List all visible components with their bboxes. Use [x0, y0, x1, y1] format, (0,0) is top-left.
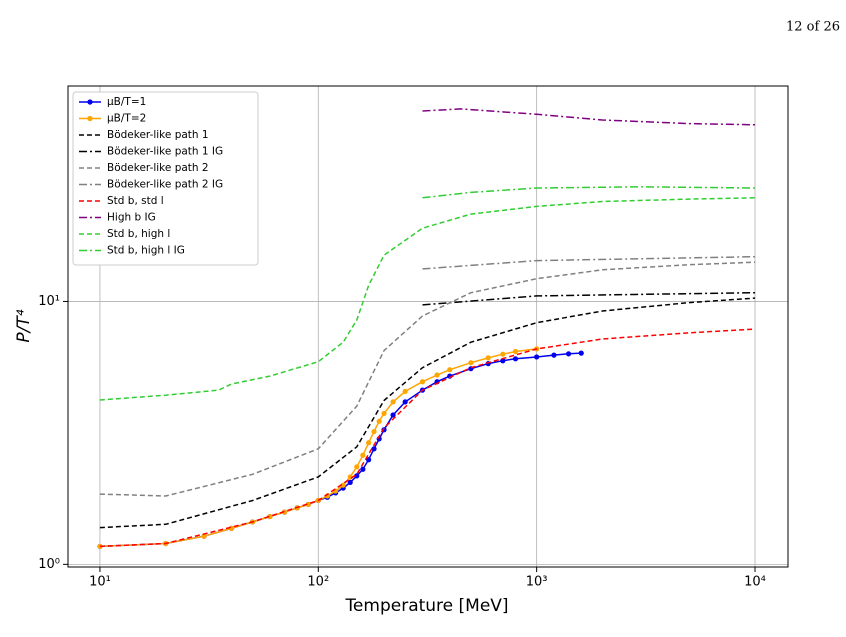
- data-point: [267, 513, 273, 520]
- legend-label: Std b, high l IG: [107, 245, 185, 257]
- series-line: [99, 352, 582, 548]
- data-point: [371, 428, 377, 435]
- series-line: [422, 291, 756, 306]
- data-point: [447, 367, 453, 373]
- series-line: [99, 261, 756, 497]
- legend-label: Bödeker-like path 2 IG: [107, 179, 223, 191]
- data-point: [354, 473, 360, 479]
- data-point: [201, 533, 207, 539]
- data-point: [354, 464, 360, 470]
- data-point: [468, 360, 474, 366]
- y-tick-label: 10¹: [38, 294, 60, 309]
- data-point: [512, 356, 519, 362]
- data-point: [360, 452, 366, 458]
- data-point: [228, 525, 235, 532]
- x-axis-label: Temperature [MeV]: [344, 596, 508, 616]
- legend-marker: [87, 115, 93, 122]
- series-line: [422, 255, 756, 270]
- data-point: [534, 354, 540, 360]
- data-point: [512, 348, 519, 355]
- data-point: [565, 351, 572, 357]
- legend-label: μB/T=1: [107, 96, 146, 108]
- data-point: [340, 482, 346, 488]
- data-point: [485, 355, 491, 361]
- legend-label: μB/T=2: [107, 113, 146, 125]
- legend-label: Bödeker-like path 2: [107, 162, 209, 174]
- data-point: [500, 358, 506, 364]
- data-point: [366, 457, 372, 463]
- legend-marker: [87, 99, 93, 105]
- plot-frame: [67, 85, 789, 568]
- x-tick-label: 10⁴: [744, 575, 766, 590]
- data-point: [347, 479, 353, 485]
- series-line: [422, 108, 756, 126]
- data-point: [376, 418, 382, 424]
- x-tick-label: 10²: [307, 575, 329, 590]
- series-line: [99, 297, 756, 529]
- legend-label: Bödeker-like path 1 IG: [107, 146, 223, 158]
- data-point: [434, 372, 440, 378]
- data-point: [402, 399, 408, 405]
- data-point: [371, 446, 377, 452]
- y-axis-label: P/T⁴: [14, 309, 34, 342]
- data-point: [366, 440, 372, 446]
- data-point: [381, 410, 387, 417]
- x-tick-label: 10¹: [89, 575, 111, 590]
- data-point: [402, 388, 408, 394]
- page-number: 12 of 26: [786, 20, 840, 35]
- data-point: [305, 501, 311, 508]
- legend-label: Std b, std l: [107, 195, 164, 207]
- legend-label: Std b, high l: [107, 228, 170, 240]
- page-header: 12 of 26: [786, 20, 840, 35]
- data-point: [419, 379, 426, 385]
- data-point: [390, 412, 396, 418]
- series-line: [99, 328, 756, 548]
- legend-label: High b IG: [107, 212, 156, 224]
- data-point: [551, 352, 557, 358]
- legend-label: Bödeker-like path 1: [107, 129, 209, 141]
- legend-box: [72, 91, 259, 266]
- data-point: [360, 466, 366, 472]
- y-tick-label: 10⁰: [38, 557, 60, 572]
- series-line: [422, 186, 756, 199]
- data-point: [578, 350, 584, 356]
- data-point: [390, 399, 396, 405]
- series-line: [99, 197, 756, 401]
- data-point: [500, 351, 506, 357]
- x-tick-label: 10³: [526, 575, 548, 590]
